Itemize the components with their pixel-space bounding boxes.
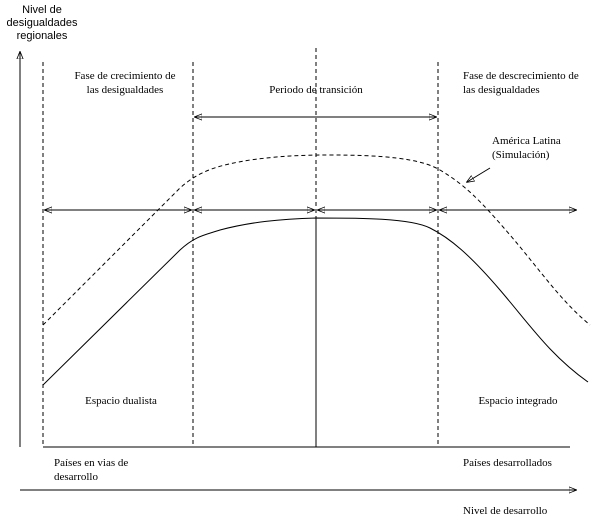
x-axis-label: Nivel de desarrollo [463,505,548,517]
phase-label: las desigualdades [463,84,540,96]
country-label: Países desarrollados [463,457,552,469]
phase-label: las desigualdades [87,84,164,96]
y-axis-label: regionales [17,30,68,42]
space-label: Espacio integrado [478,395,558,407]
country-label: Países en vias de [54,457,128,469]
phase-label: Periodo de transición [269,84,363,96]
country-label: desarrollo [54,471,98,483]
dividers [42,48,439,447]
y-axis-label: desigualdades [7,17,78,29]
annotation-arrow [467,167,491,182]
phase-label: Fase de crecimiento de [74,70,175,82]
y-axis-label: Nivel de [22,4,62,16]
annotation: (Simulación) [492,149,550,161]
space-label: Espacio dualista [85,395,157,407]
solid-curve [42,217,589,386]
annotation: América Latina [492,135,561,147]
phase-label: Fase de descrecimiento de [463,70,579,82]
axes [20,52,576,490]
